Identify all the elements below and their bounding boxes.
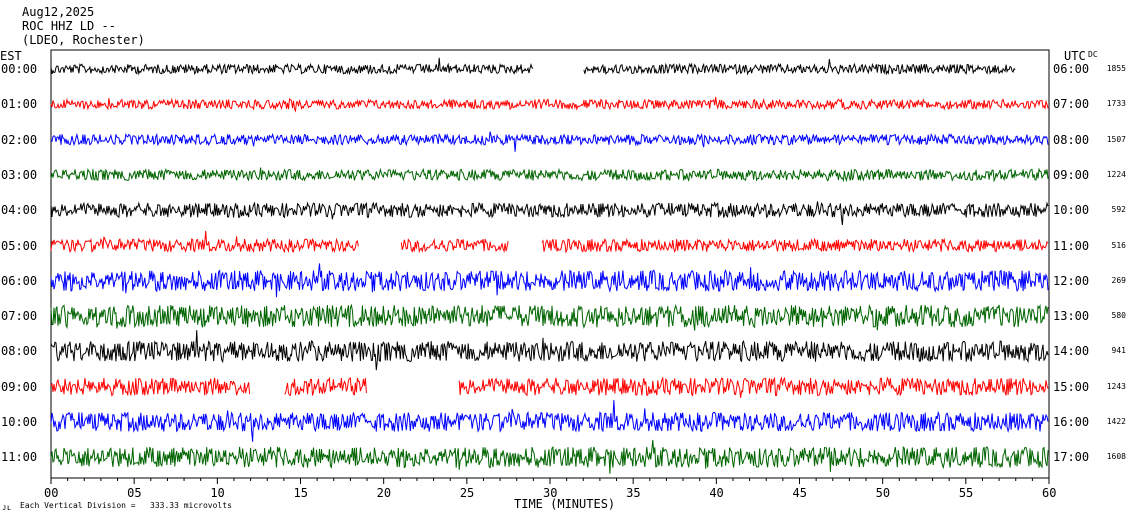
trace-0200: [50, 131, 1049, 152]
x-tick-label: 20: [376, 486, 392, 500]
utc-label: 12:00: [1053, 273, 1090, 288]
est-label: 07:00: [1, 309, 38, 324]
est-label: 08:00: [1, 344, 38, 359]
dc-value: 941: [1111, 346, 1126, 356]
x-tick-label: 45: [792, 486, 807, 500]
utc-label: 17:00: [1053, 450, 1090, 465]
est-axis-label: EST: [0, 49, 22, 63]
est-label: 05:00: [1, 238, 38, 253]
est-label: 11:00: [1, 450, 38, 465]
utc-label: 09:00: [1053, 167, 1090, 182]
est-label: 06:00: [1, 273, 38, 288]
utc-label: 07:00: [1053, 97, 1090, 112]
trace-0700: [50, 303, 1049, 331]
trace-0600: [50, 263, 1049, 298]
footer-mark: ᴊʟ: [2, 503, 12, 512]
station-network: (LDEO, Rochester): [22, 33, 145, 47]
utc-label: 13:00: [1053, 309, 1090, 324]
dc-value: 580: [1111, 311, 1126, 321]
trace-0500: [50, 230, 1049, 254]
est-label: 02:00: [1, 132, 38, 147]
record-date: Aug12,2025: [22, 5, 95, 19]
trace-0300: [50, 167, 1049, 183]
trace-0100: [50, 96, 1049, 113]
scale-caption: Each Vertical Division =: [20, 501, 136, 510]
x-tick-label: 60: [1042, 486, 1057, 500]
x-tick-label: 10: [210, 486, 225, 500]
dc-value: 1608: [1106, 452, 1126, 462]
dc-value: 269: [1111, 275, 1126, 285]
utc-label: 06:00: [1053, 62, 1090, 76]
x-tick-label: 55: [958, 486, 974, 500]
trace-0800: [50, 330, 1049, 371]
x-tick-label: 00: [44, 486, 59, 500]
dc-value: 1855: [1106, 64, 1126, 73]
utc-label: 11:00: [1053, 238, 1090, 253]
est-label: 03:00: [1, 167, 38, 182]
utc-label: 15:00: [1053, 379, 1090, 394]
dc-value: 1422: [1106, 417, 1126, 426]
est-label: 10:00: [1, 415, 38, 429]
utc-label: 10:00: [1053, 203, 1090, 218]
x-tick-label: 40: [709, 486, 724, 500]
est-label: 00:00: [1, 62, 38, 76]
x-tick-label: 50: [875, 486, 891, 500]
station-code: ROC HHZ LD --: [22, 19, 116, 33]
plot-frame: [50, 49, 1050, 479]
x-tick-label: 35: [626, 486, 641, 500]
x-tick-label: 05: [127, 486, 142, 500]
est-label: 01:00: [1, 97, 38, 112]
dc-value: 1224: [1106, 169, 1126, 179]
dc-value: 516: [1111, 240, 1126, 250]
est-label: 09:00: [1, 379, 38, 394]
x-tick-label: 25: [459, 486, 475, 500]
dc-value: 1507: [1106, 134, 1126, 144]
trace-0000: [50, 57, 1016, 76]
trace-0900: [50, 376, 1049, 398]
scale-value: 333.33 microvolts: [150, 501, 232, 510]
utc-label: 08:00: [1053, 132, 1090, 147]
x-tick-label: 15: [293, 486, 308, 500]
utc-label: 16:00: [1053, 415, 1090, 429]
utc-label: 14:00: [1053, 344, 1090, 359]
trace-1000: [50, 400, 1049, 442]
dc-value: 592: [1111, 205, 1126, 215]
dc-value: 1733: [1106, 99, 1126, 109]
est-label: 04:00: [1, 203, 38, 218]
x-axis-title: TIME (MINUTES): [514, 497, 616, 511]
trace-0400: [50, 201, 1049, 225]
dc-column-label: DC: [1088, 50, 1098, 59]
utc-axis-label: UTC: [1064, 49, 1086, 63]
dc-value: 1243: [1106, 381, 1126, 391]
x-tick-label: 30: [543, 486, 558, 500]
trace-1100: [50, 439, 1049, 474]
